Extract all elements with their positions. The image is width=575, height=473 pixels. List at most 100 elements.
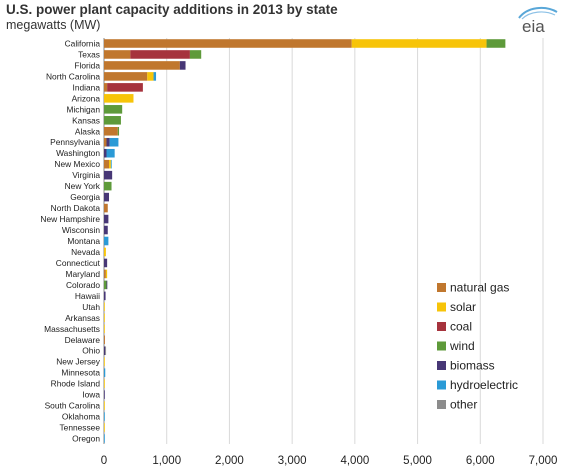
bar-segment [104,159,110,169]
bars [104,39,506,443]
bar-segment [104,379,105,388]
bar-segment [104,368,106,377]
bar-segment [104,94,134,103]
category-label: Colorado [66,280,100,290]
x-tick-label: 2,000 [215,455,244,467]
bar-segment [104,313,105,323]
bar-segment [104,225,108,235]
x-tick-label: 0 [101,455,107,467]
bar-segment [104,137,107,147]
bar-segment [486,39,506,48]
bar-segment [104,390,105,399]
grid-lines [103,38,544,444]
bar-segment [104,214,109,224]
bar-segment [104,105,123,114]
category-label: Alaska [75,126,100,136]
bar-segment [104,83,108,92]
legend-label: coal [450,320,472,334]
chart-subtitle: megawatts (MW) [6,18,101,32]
bar-segment [104,181,112,191]
category-label: Minnesota [61,368,100,378]
category-label: Kansas [72,115,100,125]
legend-swatch [437,400,446,409]
category-label: Delaware [65,335,101,345]
bar-segment [104,302,105,312]
bar-segment [104,401,105,410]
bar-segment [104,39,352,48]
chart-title: U.S. power plant capacity additions in 2… [6,2,338,17]
bar-segment [104,192,110,202]
category-label: Washington [56,148,100,158]
category-label: Michigan [66,104,100,114]
legend-label: other [450,398,477,412]
category-label: California [65,38,101,48]
category-label: Arizona [72,93,101,103]
category-label: Utah [82,302,100,312]
x-tick-label: 7,000 [529,455,558,467]
category-label: Ohio [82,346,100,356]
bar-segment [189,50,202,59]
category-label: North Dakota [51,203,101,213]
bar-segment [104,434,105,443]
category-label: Montana [67,236,100,246]
legend-swatch [437,361,446,370]
x-tick-label: 6,000 [466,455,495,467]
category-label: Connecticut [56,258,101,268]
bar-segment [106,137,110,147]
logo-text: eia [522,17,545,35]
bar-segment [104,170,113,180]
category-label: Georgia [70,192,100,202]
legend-swatch [437,380,446,390]
legend-swatch [437,283,446,292]
bar-segment [104,203,108,213]
category-label: Wisconsin [62,225,101,235]
category-label: Oregon [72,434,100,444]
bar-segment [179,61,186,70]
legend-label: wind [449,339,475,353]
legend-swatch [437,341,446,351]
category-label: Indiana [73,82,101,92]
category-label: Hawaii [75,291,100,301]
category-label: New York [65,181,101,191]
bar-segment [109,137,119,147]
legend-label: solar [450,300,476,314]
legend-label: hydroelectric [450,378,518,392]
category-label: Iowa [82,390,100,400]
x-tick-labels: 0 1,000 2,000 3,000 4,000 5,000 6,000 7,000 [101,455,558,467]
bar-segment [104,269,106,279]
bar-segment [104,258,108,268]
x-tick-label: 5,000 [403,455,432,467]
bar-segment [104,291,106,301]
legend-label: natural gas [450,281,509,295]
bar-segment [106,280,108,290]
legend-swatch [437,322,446,331]
category-label: Oklahoma [62,412,101,422]
bar-segment [104,116,121,125]
bar-segment [105,346,107,356]
category-label: Massachusetts [44,324,100,334]
bar-segment [153,72,157,81]
bar-segment [104,423,105,432]
bar-segment [105,269,108,279]
bar-segment [104,324,105,334]
category-label: South Carolina [45,401,101,411]
category-label: North Carolina [46,71,100,81]
x-tick-label: 4,000 [340,455,369,467]
bar-segment [117,126,120,136]
bar-segment [109,159,111,169]
bar-segment [110,159,112,169]
category-label: Texas [78,49,100,59]
category-label: Rhode Island [51,379,101,389]
bar-segment [104,247,106,257]
category-label: Arkansas [65,313,100,323]
category-label: Pennsylvania [50,137,100,147]
category-label: Nevada [71,247,100,257]
bar-segment [104,357,105,366]
category-label: Virginia [72,170,100,180]
bar-segment [104,148,107,158]
category-label: Maryland [66,269,101,279]
bar-segment [351,39,487,48]
x-tick-label: 1,000 [152,455,181,467]
